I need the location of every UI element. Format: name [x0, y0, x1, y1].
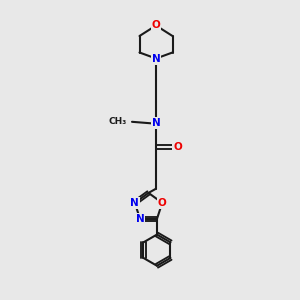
Text: O: O: [158, 198, 167, 208]
Text: N: N: [152, 53, 160, 64]
Text: N: N: [130, 198, 139, 208]
Text: O: O: [152, 20, 160, 31]
Text: N: N: [136, 214, 144, 224]
Text: O: O: [173, 142, 182, 152]
Text: N: N: [152, 118, 160, 128]
Text: CH₃: CH₃: [109, 117, 127, 126]
